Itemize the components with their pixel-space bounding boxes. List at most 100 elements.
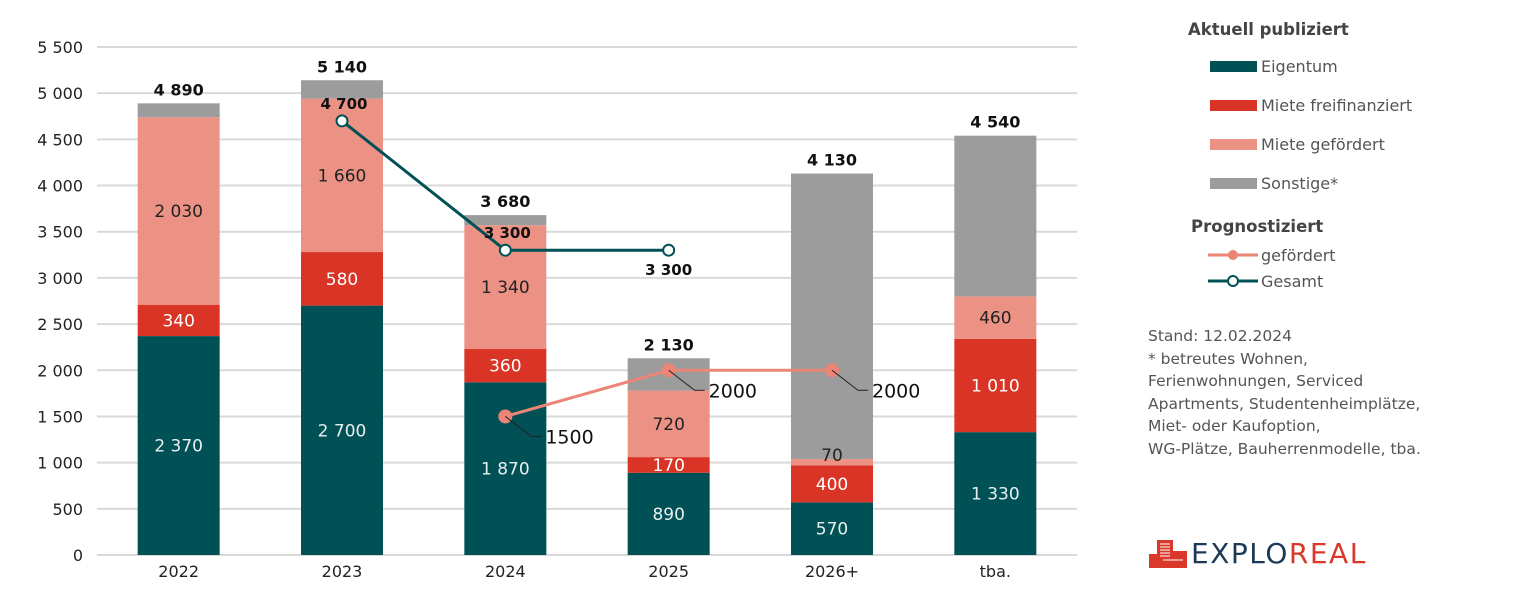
segment-label: 580 xyxy=(326,270,358,290)
x-tick-label: 2022 xyxy=(158,562,199,581)
y-tick-label: 1 500 xyxy=(37,407,83,426)
callout-leader xyxy=(668,369,705,391)
bar-segment xyxy=(301,80,383,99)
y-tick-label: 1 000 xyxy=(37,454,83,473)
legend-label: gefördert xyxy=(1261,245,1336,265)
total-label: 4 130 xyxy=(807,151,857,170)
bar-segment xyxy=(464,349,547,383)
x-tick-label: 2024 xyxy=(485,562,526,581)
bar-segment xyxy=(301,252,383,306)
y-tick-label: 3 000 xyxy=(37,269,83,288)
bar-segment xyxy=(791,173,873,459)
line-point-label: 3 300 xyxy=(645,261,692,279)
y-tick-label: 4 500 xyxy=(37,130,83,149)
legend-label: Miete freifinanziert xyxy=(1261,96,1413,115)
segment-label: 400 xyxy=(816,475,848,495)
footnote-line: Ferienwohnungen, Serviced xyxy=(1148,372,1364,390)
bar-segment xyxy=(791,458,873,466)
footnote-line: Apartments, Studentenheimplätze, xyxy=(1148,394,1421,413)
y-tick-label: 3 500 xyxy=(37,223,83,242)
line-point xyxy=(662,243,676,257)
total-label: 5 140 xyxy=(317,57,367,76)
legend-item-gefoerdert-line: gefördert xyxy=(1208,242,1510,268)
legend-swatch xyxy=(1210,61,1257,72)
forecast-lines: 1500 2000 2000 4 700 3 300 3 300 xyxy=(321,95,921,449)
segment-label: 890 xyxy=(652,505,684,525)
legend-label: Sonstige* xyxy=(1261,174,1339,193)
footnote: Stand: 12.02.2024 * betreutes Wohnen, Fe… xyxy=(1148,325,1508,460)
line-point xyxy=(498,243,512,257)
line-point-label: 1500 xyxy=(545,426,593,448)
total-label: 2 130 xyxy=(644,335,694,354)
total-label: 4 540 xyxy=(970,113,1020,132)
building-icon xyxy=(1149,539,1187,568)
segment-label: 340 xyxy=(162,311,194,331)
segment-label: 1 660 xyxy=(318,166,367,186)
stand-date: Stand: 12.02.2024 xyxy=(1148,327,1292,345)
segment-label: 2 370 xyxy=(154,437,203,457)
x-tick-label: 2026+ xyxy=(805,562,859,581)
segment-label: 2 700 xyxy=(318,421,367,441)
line-point-label: 2000 xyxy=(709,380,757,402)
x-tick-label: 2025 xyxy=(648,562,689,581)
legend-swatch xyxy=(1210,178,1257,189)
segment-label: 360 xyxy=(489,357,521,377)
total-label: 4 890 xyxy=(154,80,204,99)
bars: 2 370 340 2 030 4 890 2 700 580 1 660 5 140 1 87… xyxy=(137,57,1037,555)
footnote-line: WG-Plätze, Bauherrenmodelle, tba. xyxy=(1148,439,1421,458)
segment-label: 170 xyxy=(652,456,684,476)
line-marker-filled-icon xyxy=(1208,250,1258,260)
legend-swatch xyxy=(1210,139,1257,150)
y-tick-label: 5 500 xyxy=(37,38,83,57)
bar-segment xyxy=(627,472,710,555)
y-axis: 0 500 1 000 1 500 2 000 2 500 3 000 3 500 4 000 4… xyxy=(37,38,83,565)
bar-segment xyxy=(301,305,383,555)
bar-segment xyxy=(137,304,220,337)
legend-label: Eigentum xyxy=(1261,57,1338,76)
stacked-bar-chart: 0 500 1 000 1 500 2 000 2 500 3 000 3 500 4 000 4… xyxy=(37,38,1077,581)
line-point-label: 2000 xyxy=(872,380,920,402)
segment-label: 1 870 xyxy=(481,460,530,480)
segment-label: 570 xyxy=(816,520,848,540)
bar-segment xyxy=(137,336,220,555)
logo-wordmark: EXPLOREAL xyxy=(1191,537,1367,570)
legend-label: Gesamt xyxy=(1261,271,1324,291)
y-tick-label: 4 000 xyxy=(37,177,83,196)
bar-segment xyxy=(137,117,220,305)
legend-swatch xyxy=(1210,100,1257,111)
segment-label: 1 340 xyxy=(481,278,530,298)
bar-segment xyxy=(627,457,710,473)
legend-item-miete-gefoerdert: Miete gefördert xyxy=(1210,125,1510,164)
bar-segment xyxy=(791,465,873,503)
bar-segment xyxy=(791,502,873,555)
legend: Aktuell publiziert Eigentum Miete freifi… xyxy=(1150,20,1510,294)
legend-group-published-title: Aktuell publiziert xyxy=(1188,20,1349,39)
y-tick-label: 0 xyxy=(73,546,83,565)
x-tick-label: tba. xyxy=(980,562,1011,581)
callout-leader xyxy=(505,416,542,437)
callout-leader xyxy=(831,369,868,391)
total-label: 3 680 xyxy=(480,192,530,211)
legend-item-miete-freifinanziert: Miete freifinanziert xyxy=(1210,86,1510,125)
bar-segment xyxy=(954,296,1037,339)
bar-segment xyxy=(954,338,1037,433)
bar-segment xyxy=(464,215,547,226)
bar-segment xyxy=(954,135,1037,297)
y-tick-label: 2 500 xyxy=(37,315,83,334)
logo-text-explo: EXPLO xyxy=(1191,537,1289,570)
segment-label: 70 xyxy=(821,446,843,466)
legend-item-eigentum: Eigentum xyxy=(1210,47,1510,86)
line-point xyxy=(335,114,349,128)
segment-label: 720 xyxy=(652,415,684,435)
x-axis: 2022 2023 2024 2025 2026+ tba. xyxy=(158,562,1011,581)
legend-label: Miete gefördert xyxy=(1261,135,1385,154)
segment-label: 460 xyxy=(979,309,1011,329)
line-marker-hollow-icon xyxy=(1208,275,1258,287)
line-point-label: 4 700 xyxy=(321,95,368,113)
footnote-line: * betreutes Wohnen, xyxy=(1148,349,1308,368)
y-tick-label: 5 000 xyxy=(37,84,83,103)
legend-group-forecast-title: Prognostiziert xyxy=(1191,217,1324,236)
y-tick-label: 500 xyxy=(52,500,83,519)
x-tick-label: 2023 xyxy=(322,562,363,581)
bar-segment xyxy=(627,390,710,458)
